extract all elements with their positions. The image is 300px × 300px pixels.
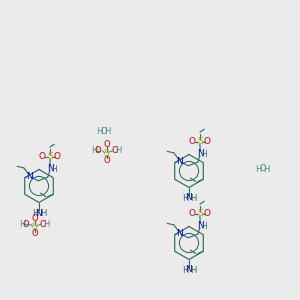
Text: O: O	[39, 152, 46, 161]
Text: H: H	[182, 194, 188, 203]
Text: H: H	[255, 165, 261, 174]
Text: N: N	[176, 229, 183, 238]
Text: H: H	[201, 150, 207, 159]
Text: O: O	[100, 127, 107, 136]
Text: S: S	[47, 152, 53, 161]
Text: H: H	[32, 209, 38, 218]
Text: N: N	[197, 220, 204, 230]
Text: H: H	[201, 222, 207, 231]
Text: N: N	[176, 157, 183, 166]
Text: H: H	[190, 194, 196, 203]
Text: O: O	[204, 209, 211, 218]
Text: S: S	[197, 209, 203, 218]
Text: H: H	[43, 220, 50, 229]
Text: O: O	[189, 209, 196, 218]
Text: H: H	[96, 128, 102, 136]
Text: O: O	[189, 137, 196, 146]
Text: N: N	[197, 148, 204, 158]
Text: N: N	[26, 172, 33, 181]
Text: H: H	[104, 128, 111, 136]
Text: S: S	[103, 148, 109, 158]
Text: N: N	[186, 266, 192, 274]
Text: H: H	[40, 209, 46, 218]
Text: S: S	[197, 137, 203, 146]
Text: O: O	[40, 220, 46, 229]
Text: S: S	[32, 222, 38, 231]
Text: H: H	[115, 146, 122, 155]
Text: H: H	[51, 165, 57, 174]
Text: O: O	[54, 152, 61, 161]
Text: O: O	[95, 146, 101, 155]
Text: O: O	[259, 164, 266, 173]
Text: O: O	[31, 230, 38, 238]
Text: O: O	[112, 146, 118, 155]
Text: H: H	[182, 266, 188, 275]
Text: O: O	[103, 156, 110, 165]
Text: H: H	[91, 146, 98, 155]
Text: O: O	[204, 137, 211, 146]
Text: N: N	[47, 164, 54, 173]
Text: O: O	[103, 140, 110, 149]
Text: O: O	[23, 220, 29, 229]
Text: H: H	[263, 165, 270, 174]
Text: H: H	[190, 266, 196, 275]
Text: O: O	[31, 214, 38, 223]
Text: H: H	[19, 220, 26, 229]
Text: N: N	[186, 194, 192, 202]
Text: N: N	[36, 208, 42, 217]
